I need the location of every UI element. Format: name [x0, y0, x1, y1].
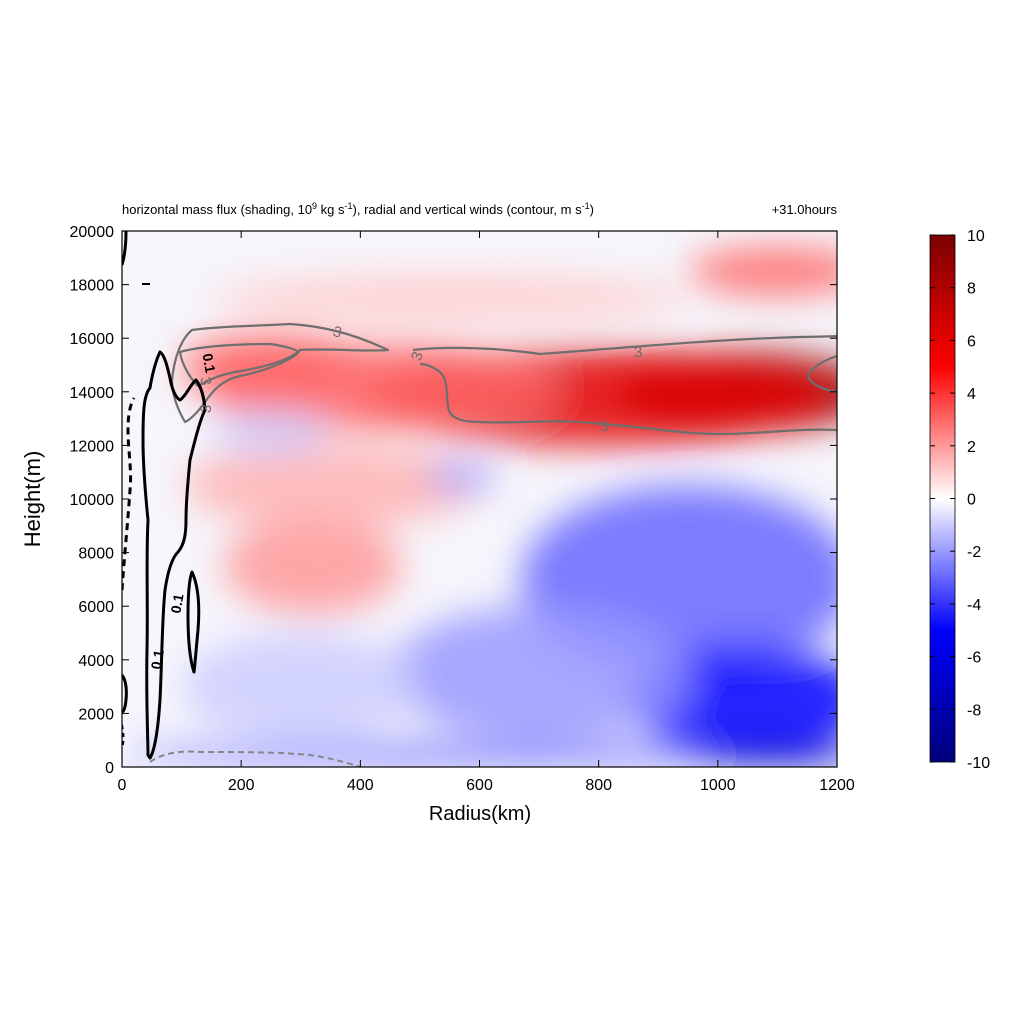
time-label: +31.0hours: [772, 202, 838, 217]
y-tick-label: 12000: [70, 438, 115, 455]
y-tick-label: 2000: [78, 706, 114, 723]
colorbar-tick-label: 4: [967, 386, 976, 403]
shading-cell: [223, 517, 403, 615]
contour-label: 3: [196, 376, 214, 387]
x-tick-label: 200: [228, 777, 255, 794]
contour-label: 0.1: [148, 648, 167, 670]
chart-title: horizontal mass flux (shading, 109 kg s-…: [122, 201, 594, 217]
radial-wind-contour-main: [412, 335, 837, 436]
vertical-wind-contour-dashed: [122, 397, 136, 591]
radial-wind-contour-inner-loop: [178, 342, 300, 388]
y-axis: 0 2000 4000 6000 8000 10000 12000 14000 16000 180…: [70, 224, 837, 777]
shading-cell: [390, 606, 689, 741]
colorbar-tick-label: -6: [967, 650, 981, 667]
contours: [122, 231, 837, 767]
radial-wind-contour-right-edge: [806, 354, 837, 394]
colorbar-tick-label: -2: [967, 544, 981, 561]
colorbar-tick-label: 2: [967, 439, 976, 456]
shading-cell: [181, 445, 480, 526]
x-tick-label: 1200: [819, 777, 855, 794]
y-tick-label: 4000: [78, 653, 114, 670]
x-axis: 0 200 400 600 800 1000 1200: [118, 231, 855, 794]
colorbar-tick-label: -8: [967, 702, 981, 719]
x-tick-label: 1000: [700, 777, 736, 794]
shading-cell: [122, 742, 837, 765]
colorbar-tick-label: 0: [967, 492, 976, 509]
y-tick-label: 14000: [70, 385, 115, 402]
colorbar-tick-label: -4: [967, 597, 981, 614]
y-tick-label: 6000: [78, 599, 114, 616]
contour-label: 3: [599, 418, 610, 436]
vertical-wind-contour-top: [122, 231, 128, 266]
shading-cell: [425, 464, 498, 491]
y-tick-label: 20000: [70, 224, 115, 241]
colorbar-ticks: 10 8 6 4 2 0 -2 -4 -6 -8 -10: [930, 228, 990, 772]
colorbar-tick-label: 10: [967, 228, 985, 245]
contour-label: 0.1: [167, 592, 186, 614]
shading-cell: [688, 742, 837, 765]
y-axis-label: Height(m): [20, 451, 45, 548]
x-axis-label: Radius(km): [429, 803, 531, 825]
x-tick-label: 600: [466, 777, 493, 794]
y-tick-label: 18000: [70, 278, 115, 295]
vertical-wind-contour-main: [141, 350, 207, 760]
x-tick-label: 0: [118, 777, 127, 794]
colorbar-tick-label: 8: [967, 281, 976, 298]
contour-label: 0.1: [200, 352, 219, 374]
y-tick-label: 8000: [78, 546, 114, 563]
x-tick-label: 400: [347, 777, 374, 794]
y-tick-label: 10000: [70, 492, 115, 509]
contour-labels: 3 3 3 3 3 3 0.1 0.1 0.1: [148, 323, 643, 670]
shading-cell: [211, 410, 331, 454]
contour-label: 3: [197, 403, 215, 414]
colorbar-tick-label: 6: [967, 333, 976, 350]
x-tick-label: 800: [585, 777, 612, 794]
shading-cell: [688, 247, 837, 296]
shading-cell: [211, 273, 689, 323]
y-tick-label: 16000: [70, 331, 115, 348]
radial-wind-contour-upper-left: [170, 322, 390, 424]
shading-cell: [181, 633, 420, 741]
mass-flux-shading: [122, 247, 837, 765]
y-tick-label: 0: [105, 760, 114, 777]
contour-label: 3: [633, 344, 643, 362]
radial-wind-contour-negative: [149, 750, 361, 767]
vertical-wind-contour-left: [122, 674, 128, 714]
vertical-wind-contour-small: [186, 570, 201, 674]
colorbar-tick-label: -10: [967, 755, 990, 772]
